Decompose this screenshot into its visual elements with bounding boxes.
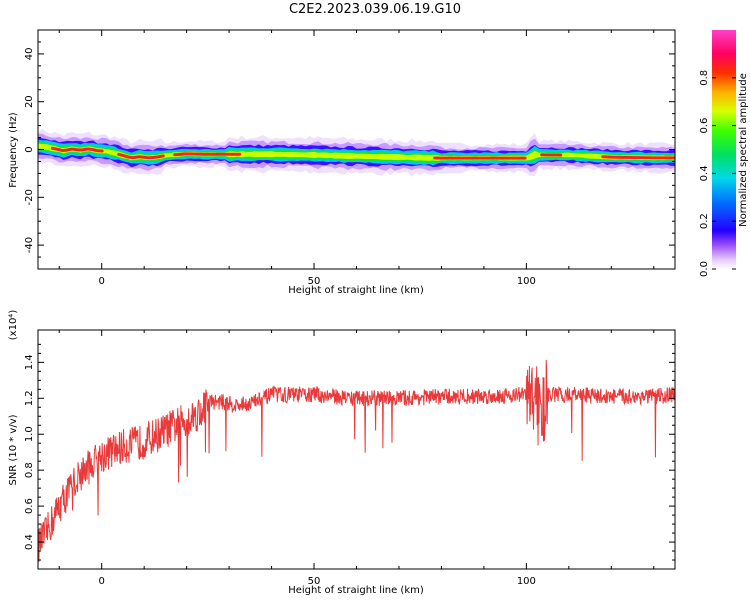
x-tick-label: 0 [99, 276, 105, 287]
snr-series-line [38, 359, 675, 562]
y-tick-label: -20 [24, 189, 35, 205]
ridge-peak-segment [66, 147, 74, 152]
ridge-peak-segment [86, 147, 94, 151]
y-tick-label: 1.2 [24, 390, 35, 406]
y-tick-label: 1.4 [24, 354, 35, 370]
x-tick-label: 50 [308, 576, 321, 587]
y-tick-label: -40 [24, 237, 35, 253]
snr-y-scale-label: (x10⁴) [8, 310, 19, 341]
spectrogram-x-label: Height of straight line (km) [288, 285, 424, 296]
spectrogram-y-label: Frequency (Hz) [8, 112, 19, 188]
ridge-peak-segment [127, 155, 135, 160]
y-tick-label: 0 [24, 146, 35, 152]
ridge-peak-segment [56, 147, 63, 152]
colorbar-ticks: 0.0 0.2 0.4 0.6 0.8 [699, 70, 736, 277]
y-tick-label: 1.0 [24, 426, 35, 442]
spectrogram-y-ticks: 40 20 0 -20 -40 [24, 41, 675, 258]
colorbar-tick-label: 0.8 [699, 70, 710, 86]
x-tick-label: 50 [308, 276, 321, 287]
ridge-peak-segment [50, 146, 58, 151]
ridge-peak-segment [81, 147, 89, 152]
colorbar-tick-label: 0.6 [699, 118, 710, 134]
ridge-peak-segment [71, 147, 79, 152]
colorbar: 0.0 0.2 0.4 0.6 0.8 Normalized spectral ampl… [699, 30, 749, 277]
y-tick-label: 0.4 [24, 534, 35, 550]
colorbar-tick-label: 0.2 [699, 213, 710, 229]
spectrogram-x-ticks: 0 50 100 [58, 30, 655, 287]
colorbar-gradient [712, 30, 736, 269]
ridge-peak-segment [91, 148, 99, 153]
ridge-peak-segment [157, 154, 165, 159]
snr-panel: 0 50 100 0.4 0.6 0.8 1.0 1.2 1.4 Height of stra… [8, 310, 676, 596]
colorbar-label: Normalized spectral amplitude [738, 73, 749, 227]
snr-frame [37, 329, 676, 570]
y-tick-label: 20 [24, 95, 35, 108]
spectrogram-panel: 0 50 100 40 20 0 -20 -40 Height of straight li… [8, 29, 676, 296]
y-tick-label: 0.8 [24, 462, 35, 478]
y-tick-label: 0.6 [24, 498, 35, 514]
snr-y-ticks: 0.4 0.6 0.8 1.0 1.2 1.4 [24, 343, 675, 561]
ridge-peak-segment [132, 155, 140, 160]
spectrogram-ridge [38, 128, 675, 177]
ridge-yellow [38, 143, 675, 161]
figure-title: C2E2.2023.039.06.19.G10 [288, 2, 462, 17]
colorbar-tick-label: 0.4 [699, 165, 710, 181]
snr-x-ticks: 0 50 100 [58, 330, 655, 587]
x-tick-label: 100 [517, 276, 536, 287]
colorbar-tick-label: 0.0 [699, 261, 710, 277]
x-tick-label: 100 [517, 576, 536, 587]
ridge-peak-segment [142, 155, 150, 160]
y-tick-label: 40 [24, 48, 35, 61]
ridge-peak-segment [117, 152, 125, 157]
x-tick-label: 0 [99, 576, 105, 587]
snr-x-label: Height of straight line (km) [288, 585, 424, 596]
snr-y-label: SNR (10 * v/v) [8, 414, 19, 485]
ridge-peak-segment [122, 154, 130, 159]
